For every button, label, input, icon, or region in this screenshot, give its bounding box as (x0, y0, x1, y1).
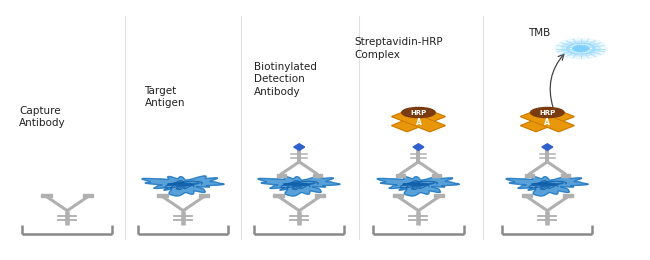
Polygon shape (521, 110, 574, 132)
Polygon shape (315, 194, 325, 197)
Text: HRP: HRP (410, 109, 426, 115)
Polygon shape (274, 194, 284, 197)
Polygon shape (561, 174, 570, 177)
Polygon shape (525, 174, 534, 177)
Polygon shape (157, 194, 168, 197)
Ellipse shape (402, 107, 436, 118)
Polygon shape (258, 176, 340, 196)
Polygon shape (432, 174, 441, 177)
Polygon shape (313, 174, 322, 177)
Polygon shape (277, 174, 286, 177)
Polygon shape (506, 176, 588, 196)
Polygon shape (434, 194, 444, 197)
Polygon shape (413, 144, 424, 150)
Polygon shape (391, 110, 445, 132)
Polygon shape (142, 176, 224, 196)
Text: TMB: TMB (528, 28, 551, 38)
Text: Biotinylated
Detection
Antibody: Biotinylated Detection Antibody (254, 62, 317, 96)
Polygon shape (521, 194, 532, 197)
Polygon shape (542, 144, 552, 150)
Polygon shape (42, 194, 52, 197)
Polygon shape (393, 194, 403, 197)
Polygon shape (377, 176, 460, 196)
Circle shape (562, 41, 600, 56)
Polygon shape (391, 110, 445, 132)
Text: Target
Antigen: Target Antigen (144, 86, 185, 108)
Text: A: A (415, 118, 421, 127)
Text: Capture
Antibody: Capture Antibody (19, 106, 66, 128)
Ellipse shape (530, 107, 564, 118)
Text: Streptavidin-HRP
Complex: Streptavidin-HRP Complex (354, 37, 443, 60)
Circle shape (567, 43, 595, 54)
Polygon shape (294, 144, 305, 150)
Polygon shape (563, 194, 573, 197)
Circle shape (571, 44, 591, 53)
Circle shape (555, 38, 606, 59)
Polygon shape (396, 174, 405, 177)
Text: HRP: HRP (540, 109, 556, 115)
Circle shape (573, 45, 589, 52)
Polygon shape (199, 194, 209, 197)
Text: A: A (545, 118, 551, 127)
Polygon shape (521, 110, 574, 132)
Polygon shape (83, 194, 93, 197)
